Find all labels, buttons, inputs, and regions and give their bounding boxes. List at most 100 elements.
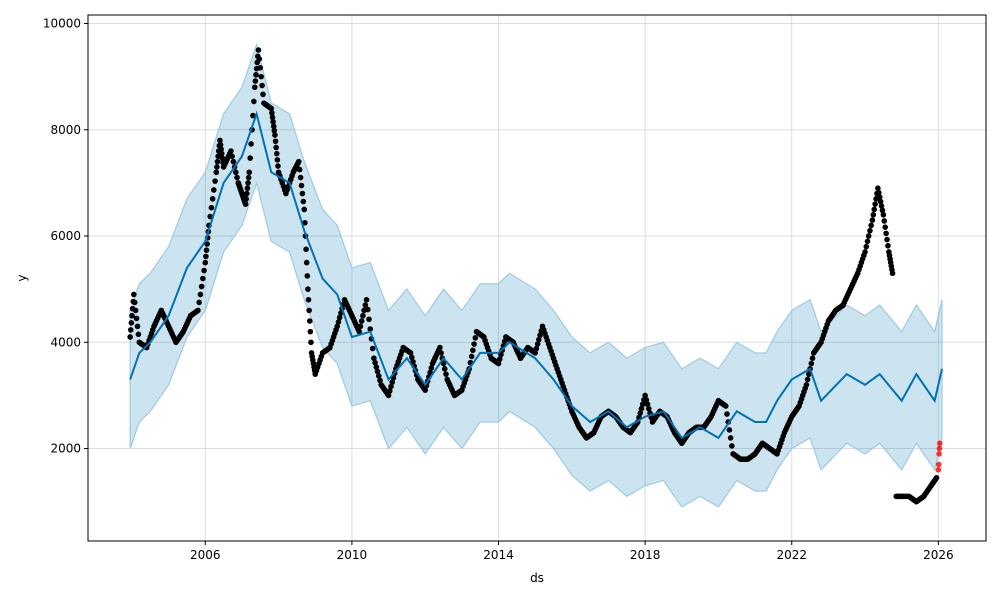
- observed-point: [422, 387, 429, 393]
- observed-point: [197, 291, 204, 298]
- observed-point: [644, 401, 651, 408]
- observed-point: [135, 331, 142, 338]
- observed-point: [388, 383, 394, 390]
- observed-point: [268, 105, 275, 112]
- observed-point: [882, 224, 889, 230]
- observed-point: [303, 246, 309, 253]
- observed-point: [250, 112, 256, 119]
- observed-point: [724, 411, 730, 417]
- observed-point: [867, 227, 873, 234]
- observed-point: [883, 230, 889, 237]
- observed-point: [257, 64, 264, 71]
- observed-point: [269, 114, 276, 121]
- observed-point: [196, 299, 202, 306]
- observed-point: [377, 377, 383, 384]
- observed-point: [212, 178, 218, 184]
- observed-point: [273, 150, 280, 157]
- recent-point: [937, 440, 943, 447]
- observed-point: [804, 376, 811, 383]
- observed-point: [308, 339, 314, 346]
- observed-point: [296, 166, 303, 173]
- observed-point: [879, 207, 886, 214]
- observed-point: [889, 270, 896, 277]
- observed-point: [218, 150, 225, 157]
- observed-point: [198, 283, 205, 290]
- observed-point: [195, 307, 201, 314]
- observed-point: [808, 360, 815, 367]
- observed-point: [307, 328, 314, 335]
- observed-point: [374, 368, 381, 375]
- observed-point: [213, 169, 220, 176]
- observed-point: [248, 141, 254, 147]
- observed-point: [230, 158, 237, 165]
- observed-point: [202, 259, 209, 266]
- observed-point: [809, 355, 816, 362]
- x-tick-label: 2006: [190, 548, 221, 562]
- y-tick-label: 10000: [43, 17, 81, 31]
- observed-point: [441, 366, 448, 372]
- x-tick-label: 2014: [483, 548, 514, 562]
- observed-point: [876, 194, 883, 200]
- observed-point: [208, 204, 215, 211]
- observed-point: [864, 238, 871, 245]
- observed-point: [295, 158, 302, 165]
- observed-point: [299, 190, 306, 197]
- observed-point: [385, 392, 392, 399]
- plot-frame: [87, 14, 987, 542]
- observed-point: [131, 299, 138, 306]
- x-tick-label: 2010: [337, 548, 368, 562]
- observed-point: [865, 233, 872, 239]
- observed-point: [255, 47, 262, 53]
- observed-point: [933, 474, 940, 481]
- observed-point: [200, 275, 206, 282]
- observed-point: [440, 360, 447, 367]
- observed-point: [304, 273, 311, 279]
- observed-point: [211, 187, 217, 193]
- observed-point: [260, 91, 266, 98]
- observed-point: [209, 196, 216, 202]
- observed-point: [862, 249, 868, 255]
- observed-point: [638, 405, 645, 412]
- observed-point: [373, 364, 380, 370]
- observed-point: [358, 318, 365, 324]
- observed-point: [364, 306, 371, 313]
- observed-points: [127, 47, 943, 505]
- x-tick-label: 2026: [923, 548, 954, 562]
- observed-point: [472, 335, 479, 341]
- observed-point: [253, 72, 259, 78]
- observed-point: [369, 345, 376, 352]
- observed-point: [251, 98, 257, 105]
- observed-point: [229, 153, 235, 160]
- observed-point: [269, 110, 275, 116]
- observed-point: [536, 336, 542, 343]
- observed-point: [870, 211, 877, 218]
- y-tick-label: 4000: [50, 335, 81, 349]
- observed-point: [273, 144, 279, 151]
- observed-point: [228, 148, 234, 154]
- observed-point: [214, 164, 220, 170]
- observed-point: [298, 182, 305, 189]
- y-tick-label: 2000: [50, 442, 81, 456]
- y-axis-label: y: [15, 274, 29, 281]
- observed-point: [884, 236, 890, 243]
- observed-point: [219, 155, 226, 161]
- recent-point: [935, 467, 942, 473]
- observed-point: [217, 137, 223, 144]
- observed-point: [537, 332, 543, 339]
- observed-point: [881, 218, 888, 224]
- observed-point: [360, 312, 366, 319]
- observed-point: [407, 350, 414, 356]
- observed-point: [532, 350, 538, 356]
- observed-point: [127, 334, 133, 340]
- observed-point: [302, 219, 308, 226]
- observed-point: [243, 196, 250, 202]
- observed-point: [872, 201, 878, 207]
- observed-point: [335, 319, 342, 325]
- observed-point: [427, 369, 433, 376]
- observed-point: [275, 163, 281, 169]
- observed-point: [133, 315, 140, 322]
- observed-point: [389, 379, 396, 385]
- observed-point: [203, 253, 209, 260]
- observed-point: [357, 323, 364, 330]
- observed-point: [129, 312, 135, 319]
